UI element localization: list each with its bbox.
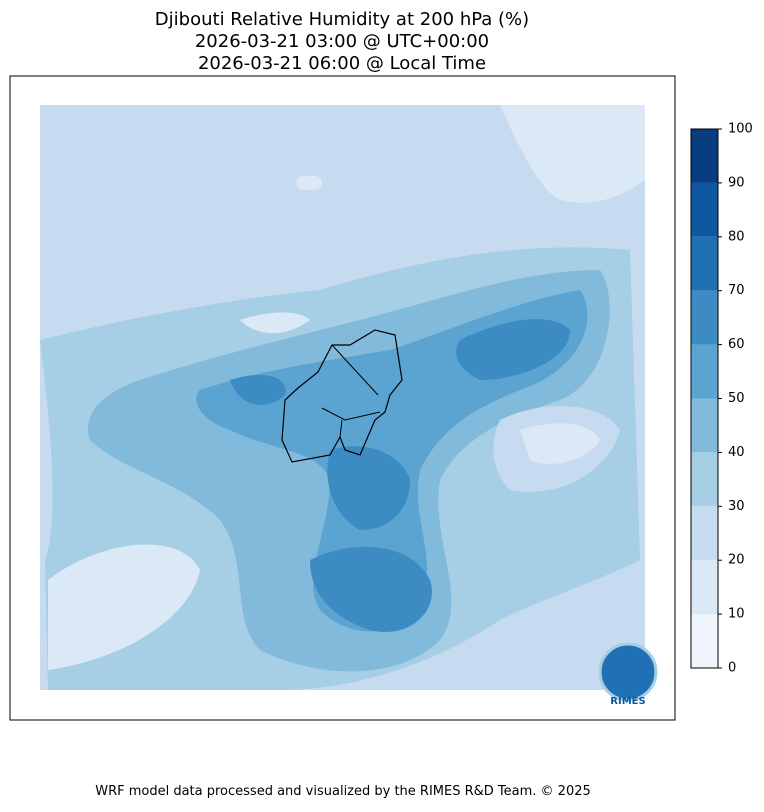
colorbar-band [691, 182, 718, 237]
colorbar-tick-label: 0 [728, 661, 736, 676]
title-line: 2026-03-21 06:00 @ Local Time [198, 53, 486, 74]
contour [240, 312, 310, 334]
colorbar-tick-label: 60 [728, 337, 745, 352]
colorbar-band [691, 614, 718, 668]
title-line: Djibouti Relative Humidity at 200 hPa (%… [155, 9, 529, 30]
title-line: 2026-03-21 03:00 @ UTC+00:00 [195, 31, 489, 52]
colorbar: 0 10 20 30 40 50 60 70 80 90 100 [690, 122, 753, 676]
colorbar-tick-label: 10 [728, 607, 745, 622]
country-border [281, 329, 403, 463]
map-frame [9, 75, 676, 721]
colorbar-band [691, 452, 718, 507]
footer: WRF model data processed and visualized … [95, 784, 591, 799]
colorbar-tick-label: 50 [728, 391, 745, 406]
colorbar-tick-label: 40 [728, 445, 745, 460]
colorbar-band [691, 236, 718, 291]
colorbar-band [691, 290, 718, 345]
colorbar-band [691, 344, 718, 399]
region-border [321, 344, 381, 438]
colorbar-tick-label: 20 [728, 553, 745, 568]
colorbar-tick-label: 90 [728, 175, 745, 190]
colorbar-band [691, 506, 718, 561]
contour [40, 105, 645, 300]
colorbar-tick-label: 70 [728, 283, 745, 298]
colorbar-tick-label: 80 [728, 229, 745, 244]
contour [48, 544, 200, 670]
map: RIMES [40, 105, 658, 707]
contour [520, 423, 600, 464]
contour [230, 375, 286, 405]
colorbar-band [691, 560, 718, 615]
logo-text: RIMES [610, 696, 645, 707]
colorbar-tick-label: 100 [728, 122, 753, 137]
colorbar-tick-label: 30 [728, 499, 745, 514]
contour [296, 176, 322, 190]
contour [310, 546, 432, 632]
colorbar-band [691, 129, 718, 183]
colorbar-band [691, 398, 718, 453]
contour [327, 446, 410, 530]
contour [456, 319, 570, 380]
logo-emblem [598, 642, 658, 702]
contour [500, 105, 645, 203]
